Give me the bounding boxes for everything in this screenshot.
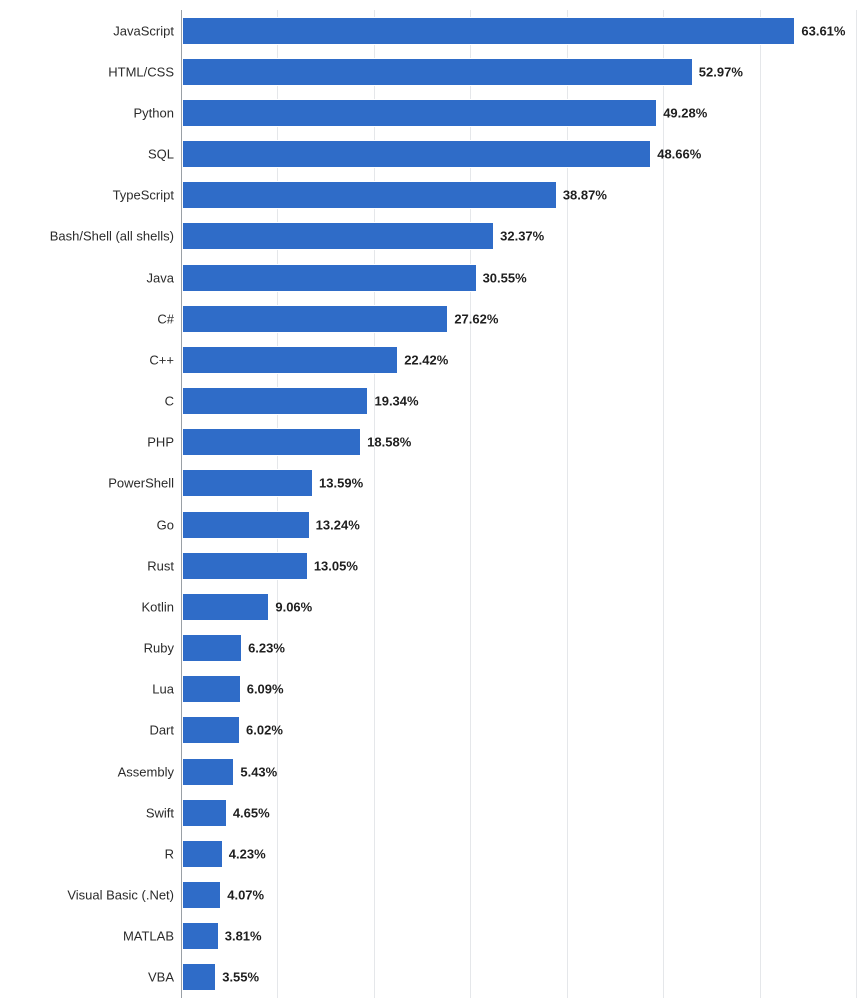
bar bbox=[182, 305, 448, 333]
category-label: SQL bbox=[0, 147, 174, 162]
value-label: 19.34% bbox=[374, 394, 418, 409]
category-label: C# bbox=[0, 311, 174, 326]
chart-row: SQL 48.66% bbox=[0, 134, 858, 175]
value-label: 27.62% bbox=[454, 311, 498, 326]
value-label: 6.23% bbox=[248, 641, 285, 656]
chart-row: PowerShell 13.59% bbox=[0, 463, 858, 504]
chart-row: Go 13.24% bbox=[0, 504, 858, 545]
chart-row: C# 27.62% bbox=[0, 298, 858, 339]
bar bbox=[182, 99, 657, 127]
value-label: 6.09% bbox=[247, 682, 284, 697]
value-label: 3.55% bbox=[222, 970, 259, 985]
category-label: Bash/Shell (all shells) bbox=[0, 229, 174, 244]
bar bbox=[182, 799, 227, 827]
value-label: 4.65% bbox=[233, 805, 270, 820]
chart-row: C 19.34% bbox=[0, 381, 858, 422]
category-label: Python bbox=[0, 105, 174, 120]
bar bbox=[182, 264, 477, 292]
value-label: 13.24% bbox=[316, 517, 360, 532]
bar bbox=[182, 387, 368, 415]
value-label: 38.87% bbox=[563, 188, 607, 203]
bar bbox=[182, 428, 361, 456]
category-label: TypeScript bbox=[0, 188, 174, 203]
bar bbox=[182, 552, 308, 580]
value-label: 4.07% bbox=[227, 888, 264, 903]
value-label: 13.05% bbox=[314, 558, 358, 573]
chart-row: R 4.23% bbox=[0, 833, 858, 874]
value-label: 13.59% bbox=[319, 476, 363, 491]
bar bbox=[182, 222, 494, 250]
category-label: HTML/CSS bbox=[0, 64, 174, 79]
category-label: MATLAB bbox=[0, 929, 174, 944]
chart-row: Rust 13.05% bbox=[0, 545, 858, 586]
bar bbox=[182, 346, 398, 374]
chart-row: Java 30.55% bbox=[0, 257, 858, 298]
bar bbox=[182, 716, 240, 744]
category-label: Ruby bbox=[0, 641, 174, 656]
bar bbox=[182, 634, 242, 662]
category-label: C bbox=[0, 394, 174, 409]
chart-row: Python 49.28% bbox=[0, 92, 858, 133]
chart-row: Bash/Shell (all shells) 32.37% bbox=[0, 216, 858, 257]
value-label: 9.06% bbox=[275, 599, 312, 614]
bar bbox=[182, 963, 216, 991]
chart-row: TypeScript 38.87% bbox=[0, 175, 858, 216]
value-label: 3.81% bbox=[225, 929, 262, 944]
chart-row: HTML/CSS 52.97% bbox=[0, 51, 858, 92]
chart-row: C++ 22.42% bbox=[0, 339, 858, 380]
chart-row: Assembly 5.43% bbox=[0, 751, 858, 792]
category-label: Visual Basic (.Net) bbox=[0, 888, 174, 903]
bar bbox=[182, 881, 221, 909]
chart-row: Swift 4.65% bbox=[0, 792, 858, 833]
value-label: 49.28% bbox=[663, 105, 707, 120]
category-label: Swift bbox=[0, 805, 174, 820]
bar bbox=[182, 758, 234, 786]
bar-chart: JavaScript 63.61% HTML/CSS 52.97% Python 49.2… bbox=[0, 0, 858, 1000]
category-label: Rust bbox=[0, 558, 174, 573]
value-label: 48.66% bbox=[657, 147, 701, 162]
chart-row: Visual Basic (.Net) 4.07% bbox=[0, 875, 858, 916]
bar bbox=[182, 140, 651, 168]
chart-row: Lua 6.09% bbox=[0, 669, 858, 710]
chart-row: VBA 3.55% bbox=[0, 957, 858, 998]
value-label: 32.37% bbox=[500, 229, 544, 244]
category-label: Go bbox=[0, 517, 174, 532]
value-label: 5.43% bbox=[240, 764, 277, 779]
category-label: PHP bbox=[0, 435, 174, 450]
bar bbox=[182, 17, 795, 45]
category-label: R bbox=[0, 846, 174, 861]
chart-row: Kotlin 9.06% bbox=[0, 586, 858, 627]
bar bbox=[182, 922, 219, 950]
chart-row: PHP 18.58% bbox=[0, 422, 858, 463]
value-label: 22.42% bbox=[404, 352, 448, 367]
chart-row: MATLAB 3.81% bbox=[0, 916, 858, 957]
category-label: VBA bbox=[0, 970, 174, 985]
value-label: 4.23% bbox=[229, 846, 266, 861]
category-label: C++ bbox=[0, 352, 174, 367]
bar bbox=[182, 511, 310, 539]
value-label: 18.58% bbox=[367, 435, 411, 450]
category-label: JavaScript bbox=[0, 23, 174, 38]
value-label: 6.02% bbox=[246, 723, 283, 738]
value-label: 30.55% bbox=[483, 270, 527, 285]
category-label: PowerShell bbox=[0, 476, 174, 491]
bar bbox=[182, 840, 223, 868]
bar bbox=[182, 58, 693, 86]
chart-row: Ruby 6.23% bbox=[0, 628, 858, 669]
bar bbox=[182, 181, 557, 209]
value-label: 63.61% bbox=[801, 23, 845, 38]
value-label: 52.97% bbox=[699, 64, 743, 79]
category-label: Java bbox=[0, 270, 174, 285]
category-label: Lua bbox=[0, 682, 174, 697]
category-label: Assembly bbox=[0, 764, 174, 779]
bar bbox=[182, 593, 269, 621]
chart-row: Dart 6.02% bbox=[0, 710, 858, 751]
chart-row: JavaScript 63.61% bbox=[0, 10, 858, 51]
category-label: Kotlin bbox=[0, 599, 174, 614]
category-label: Dart bbox=[0, 723, 174, 738]
bar bbox=[182, 469, 313, 497]
bar bbox=[182, 675, 241, 703]
